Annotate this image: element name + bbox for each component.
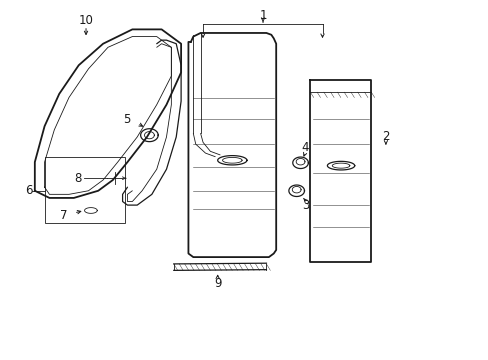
Text: 10: 10 [79,14,93,27]
Text: 6: 6 [25,184,33,197]
Text: 9: 9 [213,278,221,291]
Text: 2: 2 [382,130,389,144]
Text: 1: 1 [259,9,266,22]
Text: 5: 5 [122,113,130,126]
Text: 7: 7 [60,210,68,222]
Text: 3: 3 [301,199,308,212]
Bar [44,157,125,223]
Text: 4: 4 [301,141,308,154]
Text: 8: 8 [74,172,81,185]
